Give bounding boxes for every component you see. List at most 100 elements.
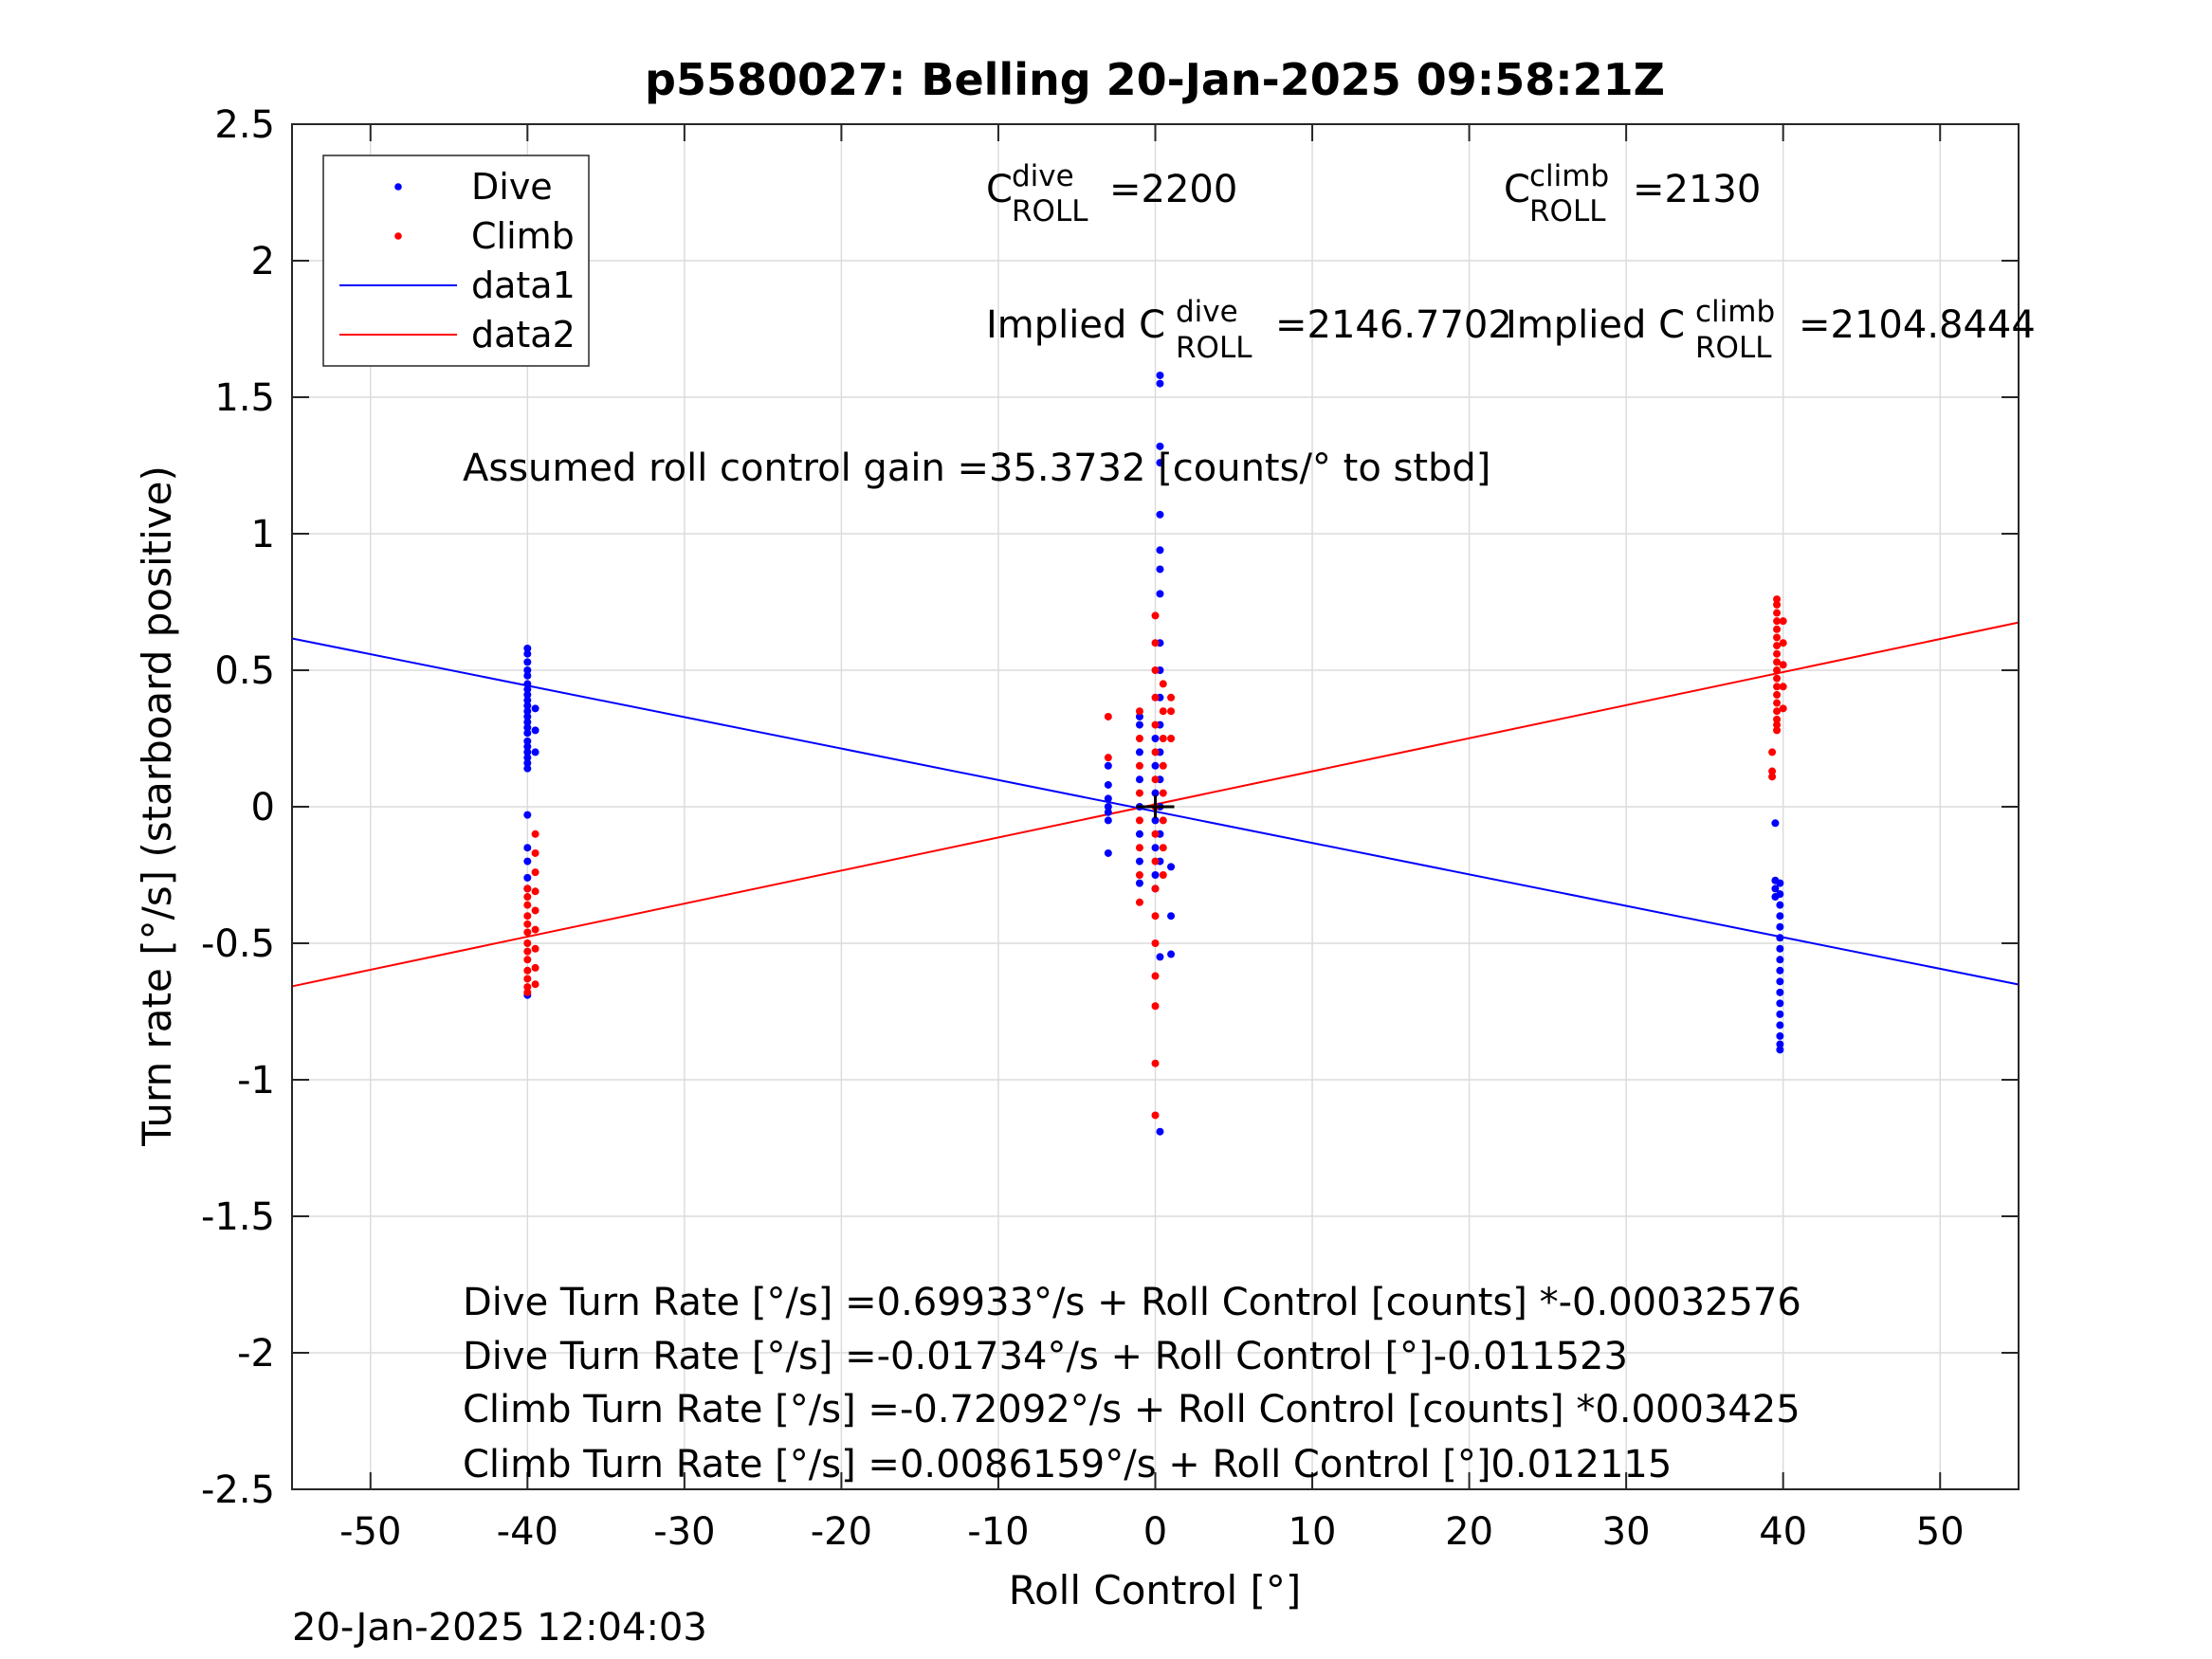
climb-point <box>1773 690 1782 699</box>
climb-point <box>523 893 532 902</box>
origin-crosshair <box>1136 795 1175 818</box>
dive-point <box>523 696 532 704</box>
climb-point <box>523 884 532 893</box>
climb-point <box>1779 704 1787 713</box>
implied-dive-annotation: Implied C dive ROLL =2146.7702 <box>986 287 1512 367</box>
dive-point <box>1776 977 1784 986</box>
dive-point <box>531 726 539 735</box>
x-axis-label: Roll Control [°] <box>1009 1567 1302 1613</box>
series-climb <box>523 595 1787 1120</box>
chart-title: p5580027: Belling 20-Jan-2025 09:58:21Z <box>645 54 1665 105</box>
dive-point <box>1156 510 1164 519</box>
data-points <box>523 371 1787 1136</box>
dive-point <box>1135 830 1143 838</box>
dive-point <box>1156 442 1164 450</box>
climb-point <box>1167 707 1176 716</box>
dive-point <box>1135 720 1143 729</box>
implied-climb-sup: climb <box>1695 295 1775 329</box>
dive-point <box>1776 1021 1784 1030</box>
climb-point <box>1159 871 1167 879</box>
dive-point <box>1151 761 1160 770</box>
dive-point <box>1776 1031 1784 1040</box>
y-tick-label: 0 <box>251 786 275 830</box>
x-tick-label: -20 <box>811 1510 872 1554</box>
climb-point <box>1773 726 1782 735</box>
dive-point <box>1151 844 1160 852</box>
x-tick-label: -40 <box>497 1510 558 1554</box>
legend: Dive Climb data1 data2 <box>322 155 590 367</box>
climb-point <box>531 980 539 989</box>
dive-point <box>1776 890 1784 899</box>
climb-point <box>1135 844 1143 852</box>
x-tick-label: 10 <box>1289 1510 1337 1554</box>
dive-point <box>523 729 532 738</box>
climb-point <box>523 975 532 983</box>
c-roll-dive-base: C <box>986 168 1013 211</box>
climb-point <box>1135 761 1143 770</box>
climb-point <box>1779 661 1787 669</box>
climb-point <box>1135 816 1143 825</box>
climb-point <box>523 901 532 909</box>
y-tick-label: 2.5 <box>214 103 275 147</box>
climb-point <box>1151 611 1160 620</box>
climb-point <box>531 944 539 953</box>
climb-point <box>531 887 539 896</box>
climb-point <box>1135 707 1143 716</box>
climb-point <box>1159 844 1167 852</box>
implied-dive-base: Implied C <box>986 303 1165 347</box>
c-roll-dive-value: =2200 <box>1109 168 1237 211</box>
climb-point <box>1773 625 1782 633</box>
dive-point <box>523 737 532 745</box>
climb-point <box>1135 789 1143 797</box>
climb-point <box>531 925 539 934</box>
x-tick-label: 0 <box>1143 1510 1167 1554</box>
y-tick-label: -2 <box>237 1332 275 1376</box>
fit-equation-1: Dive Turn Rate [°/s] =0.69933°/s + Roll … <box>463 1281 1801 1324</box>
dive-point <box>523 857 532 866</box>
dive-point <box>1156 379 1164 388</box>
climb-point <box>1151 939 1160 947</box>
climb-point <box>1159 761 1167 770</box>
climb-point <box>1135 871 1143 879</box>
climb-point <box>531 906 539 915</box>
fit-equation-3: Climb Turn Rate [°/s] =-0.72092°/s + Rol… <box>463 1388 1801 1431</box>
y-tick-label: -1 <box>237 1059 275 1103</box>
climb-point <box>523 939 532 947</box>
dive-point <box>1104 794 1112 803</box>
timestamp: 20-Jan-2025 12:04:03 <box>292 1606 707 1650</box>
dive-point <box>523 658 532 666</box>
climb-point <box>1779 639 1787 647</box>
x-tick-label: -30 <box>653 1510 715 1554</box>
c-roll-climb-base: C <box>1504 168 1530 211</box>
fit-equation-2: Dive Turn Rate [°/s] =-0.01734°/s + Roll… <box>463 1335 1628 1378</box>
dive-point <box>523 873 532 882</box>
climb-point <box>1167 693 1176 702</box>
legend-box <box>322 155 590 367</box>
climb-point <box>1135 735 1143 742</box>
dive-point <box>523 649 532 658</box>
implied-climb-base: Implied C <box>1506 303 1685 347</box>
climb-point <box>523 956 532 964</box>
climb-point <box>1167 735 1176 742</box>
dive-point <box>523 707 532 716</box>
climb-point <box>1773 666 1782 674</box>
climb-point <box>531 830 539 838</box>
climb-point <box>1773 720 1782 729</box>
dive-point <box>1135 775 1143 784</box>
climb-point <box>1151 748 1160 757</box>
climb-point <box>523 983 532 992</box>
c-roll-climb-sub: ROLL <box>1529 194 1606 228</box>
dive-point <box>523 742 532 751</box>
climb-point <box>1151 666 1160 674</box>
dive-point <box>1776 999 1784 1008</box>
dive-point <box>1104 848 1112 857</box>
legend-dive-label: Dive <box>471 166 553 208</box>
dive-point <box>1156 565 1164 574</box>
climb-point <box>1768 773 1777 781</box>
c-roll-climb-annotation: C climb ROLL =2130 <box>1504 152 1761 230</box>
y-axis-label: Turn rate [°/s] (starboard positive) <box>134 465 180 1147</box>
dive-point <box>1135 857 1143 866</box>
dive-point <box>1104 808 1112 816</box>
x-tick-label: -10 <box>967 1510 1029 1554</box>
